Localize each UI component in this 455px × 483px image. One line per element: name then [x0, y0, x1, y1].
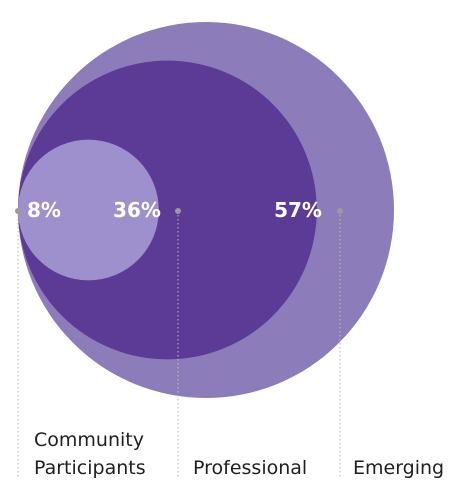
- value-label-professional: 36%: [113, 198, 161, 222]
- anchor-dot-emerging: [337, 208, 343, 214]
- category-label-community: Community: [34, 429, 144, 451]
- bubble-community-participants: [18, 139, 159, 281]
- anchor-dot-community-participants: [15, 208, 21, 214]
- value-label-emerging: 57%: [274, 198, 322, 222]
- bubble-professional: [18, 60, 317, 360]
- category-label-emerging: Emerging: [353, 457, 444, 479]
- anchor-dot-professional: [175, 208, 181, 214]
- value-label-community-participants: 8%: [27, 198, 61, 222]
- category-label-participants: Participants: [34, 457, 146, 479]
- category-label-professional: Professional: [193, 457, 307, 479]
